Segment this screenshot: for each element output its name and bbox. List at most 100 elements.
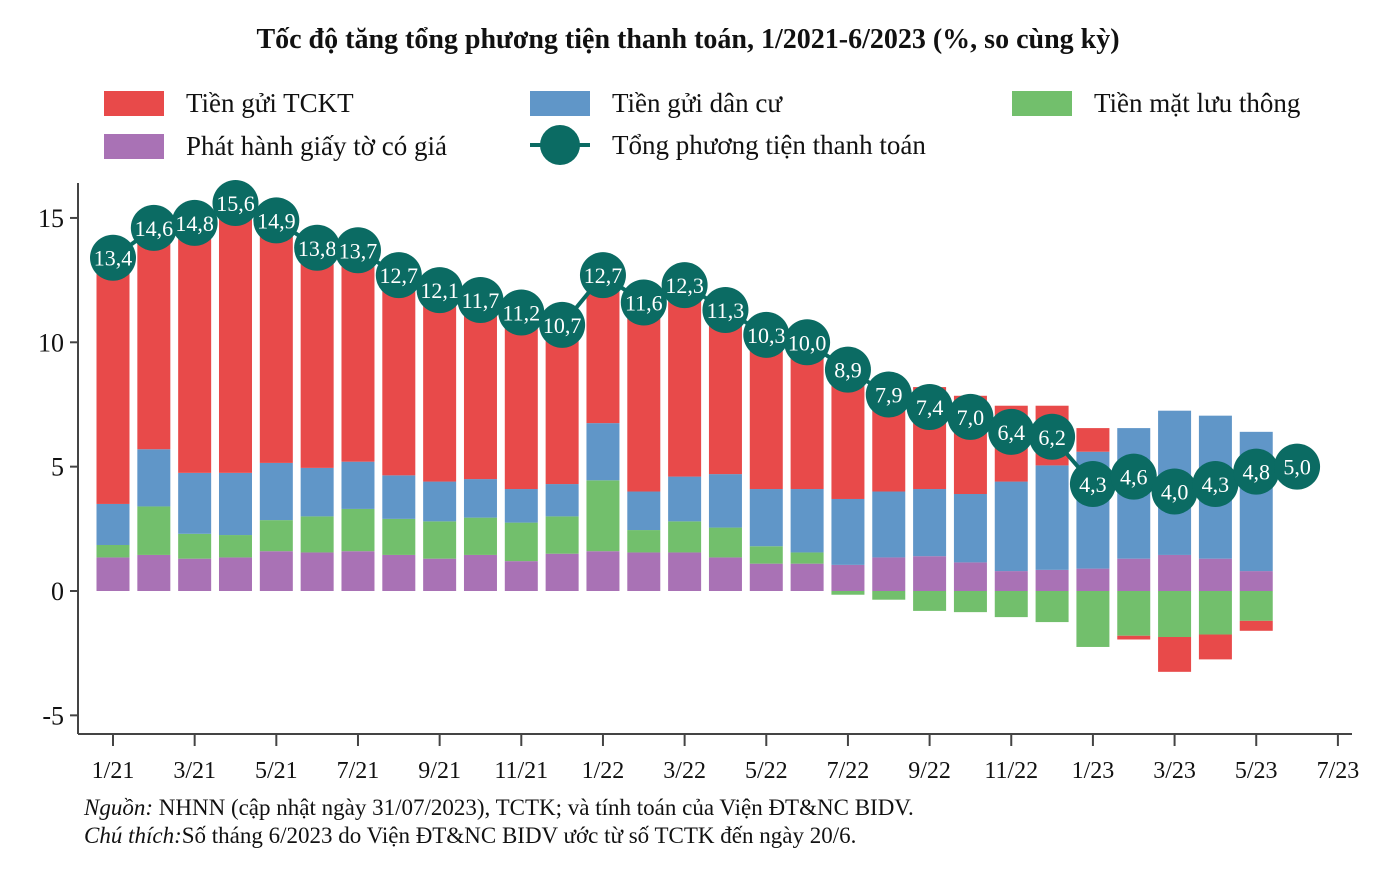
bar-segment-ph-t-h-nh-gi-y-t-c-gi- bbox=[1035, 569, 1069, 591]
total-point bbox=[620, 279, 667, 326]
total-data-label: 12,7 bbox=[584, 263, 623, 288]
bar-segment-ti-n-m-t-l-u-th-ng bbox=[1035, 591, 1069, 623]
footnote-source-label: Nguồn: bbox=[84, 795, 153, 820]
legend-line-marker-icon bbox=[530, 125, 590, 165]
total-point bbox=[334, 227, 381, 274]
bar-segment-ph-t-h-nh-gi-y-t-c-gi- bbox=[545, 553, 579, 591]
bar-segment-ti-n-g-i-tckt bbox=[586, 275, 620, 424]
total-point bbox=[743, 311, 790, 358]
total-point bbox=[498, 289, 545, 336]
total-data-label: 13,4 bbox=[94, 246, 133, 271]
total-point bbox=[579, 252, 626, 299]
total-data-label: 7,0 bbox=[957, 405, 985, 430]
total-point bbox=[1233, 448, 1280, 495]
total-data-label: 4,8 bbox=[1242, 460, 1270, 485]
total-data-label: 7,4 bbox=[916, 395, 944, 420]
total-point bbox=[457, 277, 504, 324]
total-point bbox=[1274, 443, 1321, 490]
total-point bbox=[90, 234, 136, 281]
bar-segment-ti-n-g-i-d-n-c- bbox=[178, 472, 212, 534]
bar-segment-ti-n-m-t-l-u-th-ng bbox=[463, 517, 497, 555]
bar-segment-ti-n-m-t-l-u-th-ng bbox=[913, 591, 947, 611]
bar-segment-ti-n-g-i-d-n-c- bbox=[218, 472, 252, 536]
bar-segment-ti-n-g-i-tckt bbox=[1158, 637, 1192, 672]
bar-segment-ti-n-m-t-l-u-th-ng bbox=[1158, 591, 1192, 638]
total-point bbox=[906, 383, 953, 430]
total-data-label: 14,6 bbox=[135, 216, 174, 241]
footnote-note-text: Số tháng 6/2023 do Viện ĐT&NC BIDV ước t… bbox=[181, 823, 857, 848]
total-point bbox=[171, 199, 218, 246]
bar-segment-ti-n-m-t-l-u-th-ng bbox=[96, 544, 130, 558]
bar-segment-ti-n-g-i-d-n-c- bbox=[994, 481, 1028, 572]
bar-segment-ti-n-g-i-tckt bbox=[259, 220, 293, 463]
total-data-label: 15,6 bbox=[216, 191, 255, 216]
total-point bbox=[1029, 413, 1076, 460]
legend-swatch-dan-cu bbox=[530, 91, 590, 116]
bar-segment-ti-n-m-t-l-u-th-ng bbox=[1117, 591, 1151, 636]
bar-segment-ti-n-m-t-l-u-th-ng bbox=[218, 535, 252, 558]
total-data-label: 13,8 bbox=[298, 236, 337, 261]
bar-segment-ti-n-m-t-l-u-th-ng bbox=[1198, 591, 1232, 635]
bar-segment-ti-n-g-i-tckt bbox=[423, 290, 457, 482]
bar-segment-ph-t-h-nh-gi-y-t-c-gi- bbox=[668, 552, 702, 591]
bar-segment-ti-n-g-i-d-n-c- bbox=[668, 476, 702, 522]
total-point bbox=[539, 301, 586, 348]
y-tick-label: 10 bbox=[38, 328, 64, 357]
bar-segment-ti-n-g-i-d-n-c- bbox=[913, 489, 947, 557]
total-point bbox=[988, 408, 1035, 455]
legend-label-dan-cu: Tiền gửi dân cư bbox=[612, 88, 783, 118]
bar-segment-ti-n-m-t-l-u-th-ng bbox=[790, 552, 824, 564]
bar-segment-ti-n-g-i-tckt bbox=[341, 250, 375, 462]
x-tick-label: 7/21 bbox=[337, 758, 380, 784]
bar-segment-ph-t-h-nh-gi-y-t-c-gi- bbox=[627, 552, 661, 591]
total-point bbox=[661, 262, 708, 309]
bar-segment-ti-n-g-i-d-n-c- bbox=[749, 489, 783, 547]
bar-segment-ti-n-g-i-d-n-c- bbox=[831, 498, 865, 565]
x-tick-label: 9/21 bbox=[418, 758, 461, 784]
total-data-label: 12,3 bbox=[665, 273, 704, 298]
bar-segment-ph-t-h-nh-gi-y-t-c-gi- bbox=[96, 557, 130, 591]
legend-item-giay-to: Phát hành giấy tờ có giá bbox=[104, 131, 447, 162]
bar-segment-ti-n-m-t-l-u-th-ng bbox=[953, 591, 987, 613]
total-point bbox=[824, 346, 871, 393]
bar-segment-ph-t-h-nh-gi-y-t-c-gi- bbox=[913, 556, 947, 591]
bar-segment-ti-n-m-t-l-u-th-ng bbox=[382, 518, 416, 555]
total-data-label: 11,3 bbox=[707, 298, 745, 323]
y-tick-label: 0 bbox=[51, 577, 64, 606]
bar-segment-ph-t-h-nh-gi-y-t-c-gi- bbox=[790, 563, 824, 591]
bar-segment-ti-n-g-i-tckt bbox=[668, 285, 702, 477]
bar-segment-ph-t-h-nh-gi-y-t-c-gi- bbox=[708, 557, 742, 591]
bar-segment-ti-n-m-t-l-u-th-ng bbox=[627, 530, 661, 553]
bar-segment-ph-t-h-nh-gi-y-t-c-gi- bbox=[504, 561, 538, 591]
bar-segment-ti-n-g-i-tckt bbox=[749, 334, 783, 490]
bar-segment-ti-n-g-i-tckt bbox=[790, 342, 824, 490]
chart-title: Tốc độ tăng tổng phương tiện thanh toán,… bbox=[256, 24, 1120, 55]
bar-segment-ti-n-m-t-l-u-th-ng bbox=[1076, 591, 1110, 647]
bar-segment-ti-n-g-i-tckt bbox=[463, 300, 497, 480]
bar-segment-ti-n-m-t-l-u-th-ng bbox=[872, 591, 906, 600]
bar-segment-ti-n-m-t-l-u-th-ng bbox=[994, 591, 1028, 618]
total-point bbox=[702, 286, 749, 333]
bar-segment-ti-n-m-t-l-u-th-ng bbox=[586, 480, 620, 552]
total-point bbox=[253, 197, 300, 244]
total-data-label: 14,8 bbox=[175, 211, 214, 236]
total-data-label: 7,9 bbox=[875, 383, 903, 408]
footnote-note: Chú thích:Số tháng 6/2023 do Viện ĐT&NC … bbox=[84, 823, 856, 849]
bar-segment-ti-n-g-i-tckt bbox=[504, 312, 538, 490]
bar-segment-ti-n-g-i-d-n-c- bbox=[872, 491, 906, 558]
bar-segment-ph-t-h-nh-gi-y-t-c-gi- bbox=[178, 558, 212, 591]
bar-segment-ti-n-g-i-d-n-c- bbox=[300, 467, 334, 517]
legend-label-tien-mat: Tiền mặt lưu thông bbox=[1094, 88, 1301, 118]
x-tick-label: 1/21 bbox=[92, 758, 135, 784]
total-point bbox=[1069, 461, 1116, 508]
bar-segment-ti-n-g-i-tckt bbox=[137, 227, 171, 450]
legend-item-dan-cu: Tiền gửi dân cư bbox=[530, 88, 782, 119]
bar-segment-ti-n-g-i-tckt bbox=[300, 247, 334, 468]
x-tick-label: 5/21 bbox=[255, 758, 298, 784]
total-data-label: 12,7 bbox=[380, 263, 419, 288]
legend-label-giay-to: Phát hành giấy tờ có giá bbox=[186, 131, 447, 161]
bar-segment-ph-t-h-nh-gi-y-t-c-gi- bbox=[586, 551, 620, 591]
total-data-label: 10,0 bbox=[788, 330, 827, 355]
total-data-label: 12,1 bbox=[420, 278, 459, 303]
